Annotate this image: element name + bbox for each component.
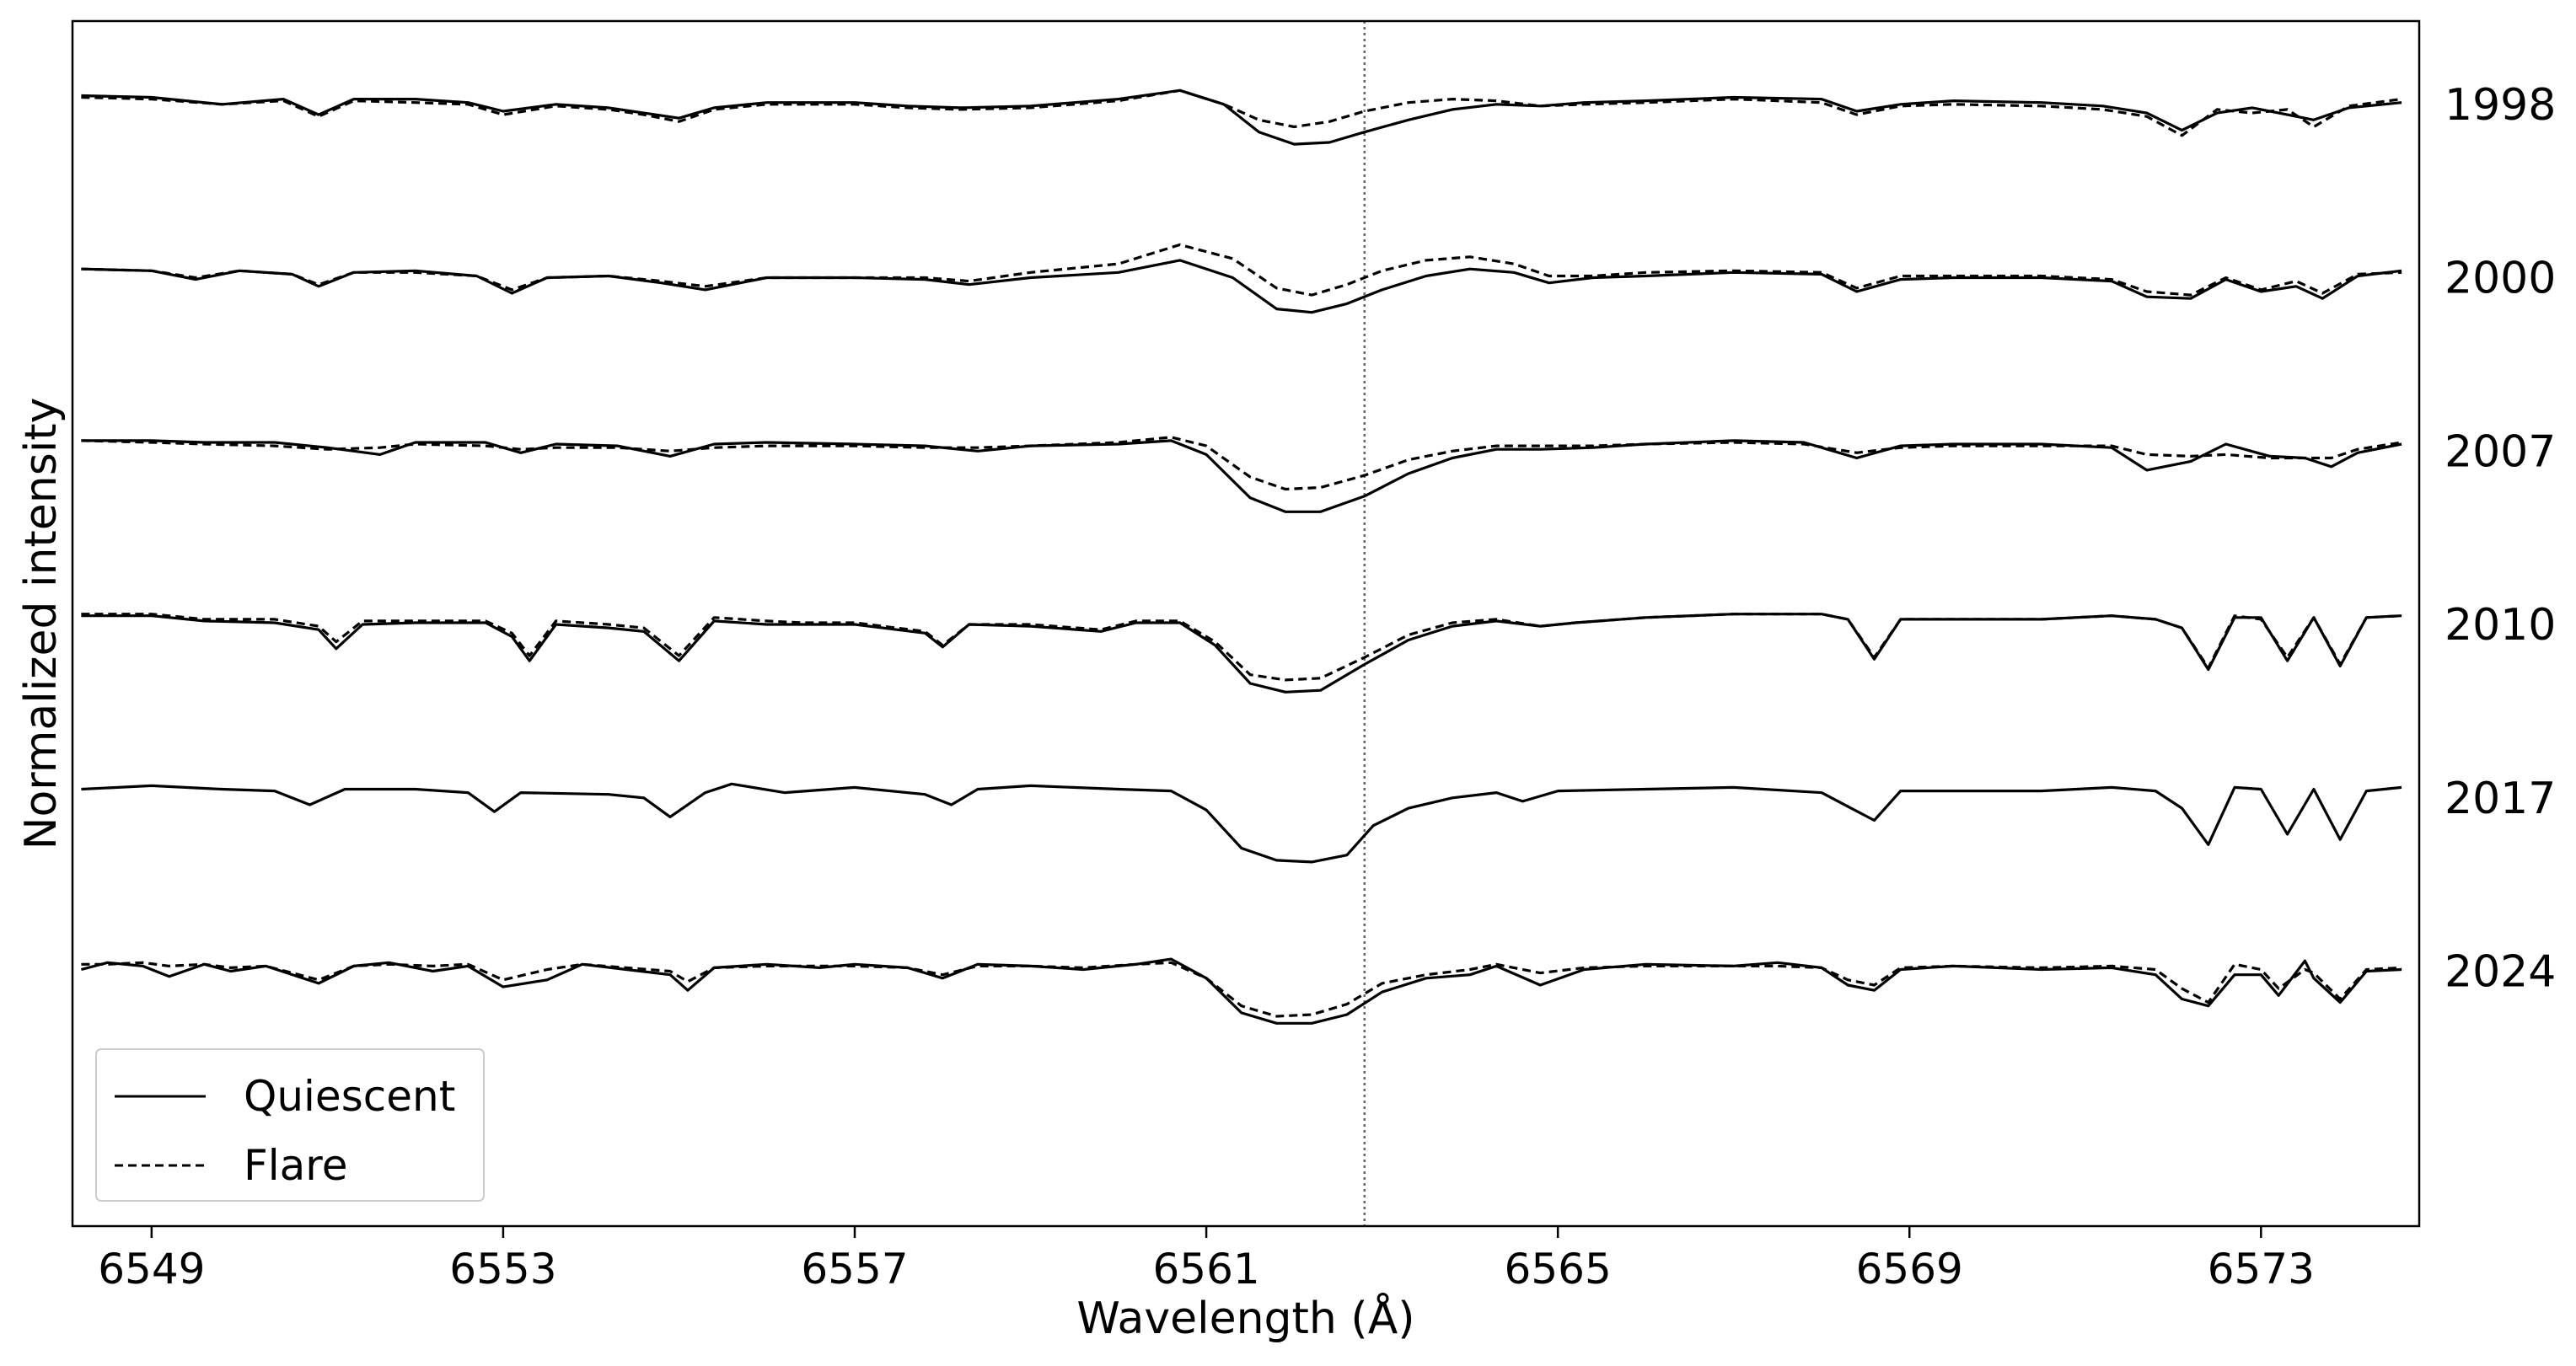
x-tick-label: 6557 — [801, 1245, 908, 1294]
series-quiescent-2024 — [80, 957, 2402, 1025]
series-quiescent-2010 — [81, 613, 2402, 694]
plot-area — [80, 21, 2402, 1226]
y-axis-label: Normalized intensity — [16, 398, 67, 850]
x-tick-label: 6565 — [1505, 1245, 1612, 1294]
legend-quiescent-label: Quiescent — [244, 1072, 455, 1121]
series-quiescent-2017 — [81, 782, 2402, 864]
epoch-label-2017: 2017 — [2445, 774, 2556, 824]
series-flare-2010 — [81, 613, 2402, 682]
series-flare-2007 — [81, 436, 2402, 491]
epoch-label-2000: 2000 — [2445, 254, 2556, 304]
x-tick-label: 6573 — [2208, 1245, 2315, 1294]
epoch-label-1998: 1998 — [2445, 80, 2556, 131]
plot-frame — [71, 19, 2421, 1228]
x-tick-label: 6553 — [449, 1245, 556, 1294]
legend: Quiescent Flare — [95, 1048, 485, 1202]
x-axis-ticks: 6549 6553 6557 6561 6565 6569 6573 — [98, 1226, 2315, 1294]
series-flare-2024 — [81, 961, 2402, 1018]
epoch-label-2010: 2010 — [2445, 600, 2556, 651]
series-quiescent-2000 — [81, 259, 2402, 314]
x-tick-label: 6569 — [1856, 1245, 1963, 1294]
series-flare-2000 — [81, 243, 2402, 297]
epoch-label-2007: 2007 — [2445, 426, 2556, 477]
x-tick-label: 6549 — [98, 1245, 205, 1294]
x-axis-label: Wavelength (Å) — [1076, 1292, 1414, 1344]
epoch-labels: 1998 2000 2007 2010 2017 2024 — [2445, 80, 2556, 998]
epoch-label-2024: 2024 — [2445, 947, 2556, 998]
series-flare-1998 — [81, 88, 2402, 137]
legend-flare-label: Flare — [244, 1141, 348, 1190]
series-quiescent-1998 — [81, 88, 2402, 146]
x-tick-label: 6561 — [1152, 1245, 1259, 1294]
series-quiescent-2007 — [81, 439, 2402, 513]
legend-box — [95, 1048, 485, 1202]
